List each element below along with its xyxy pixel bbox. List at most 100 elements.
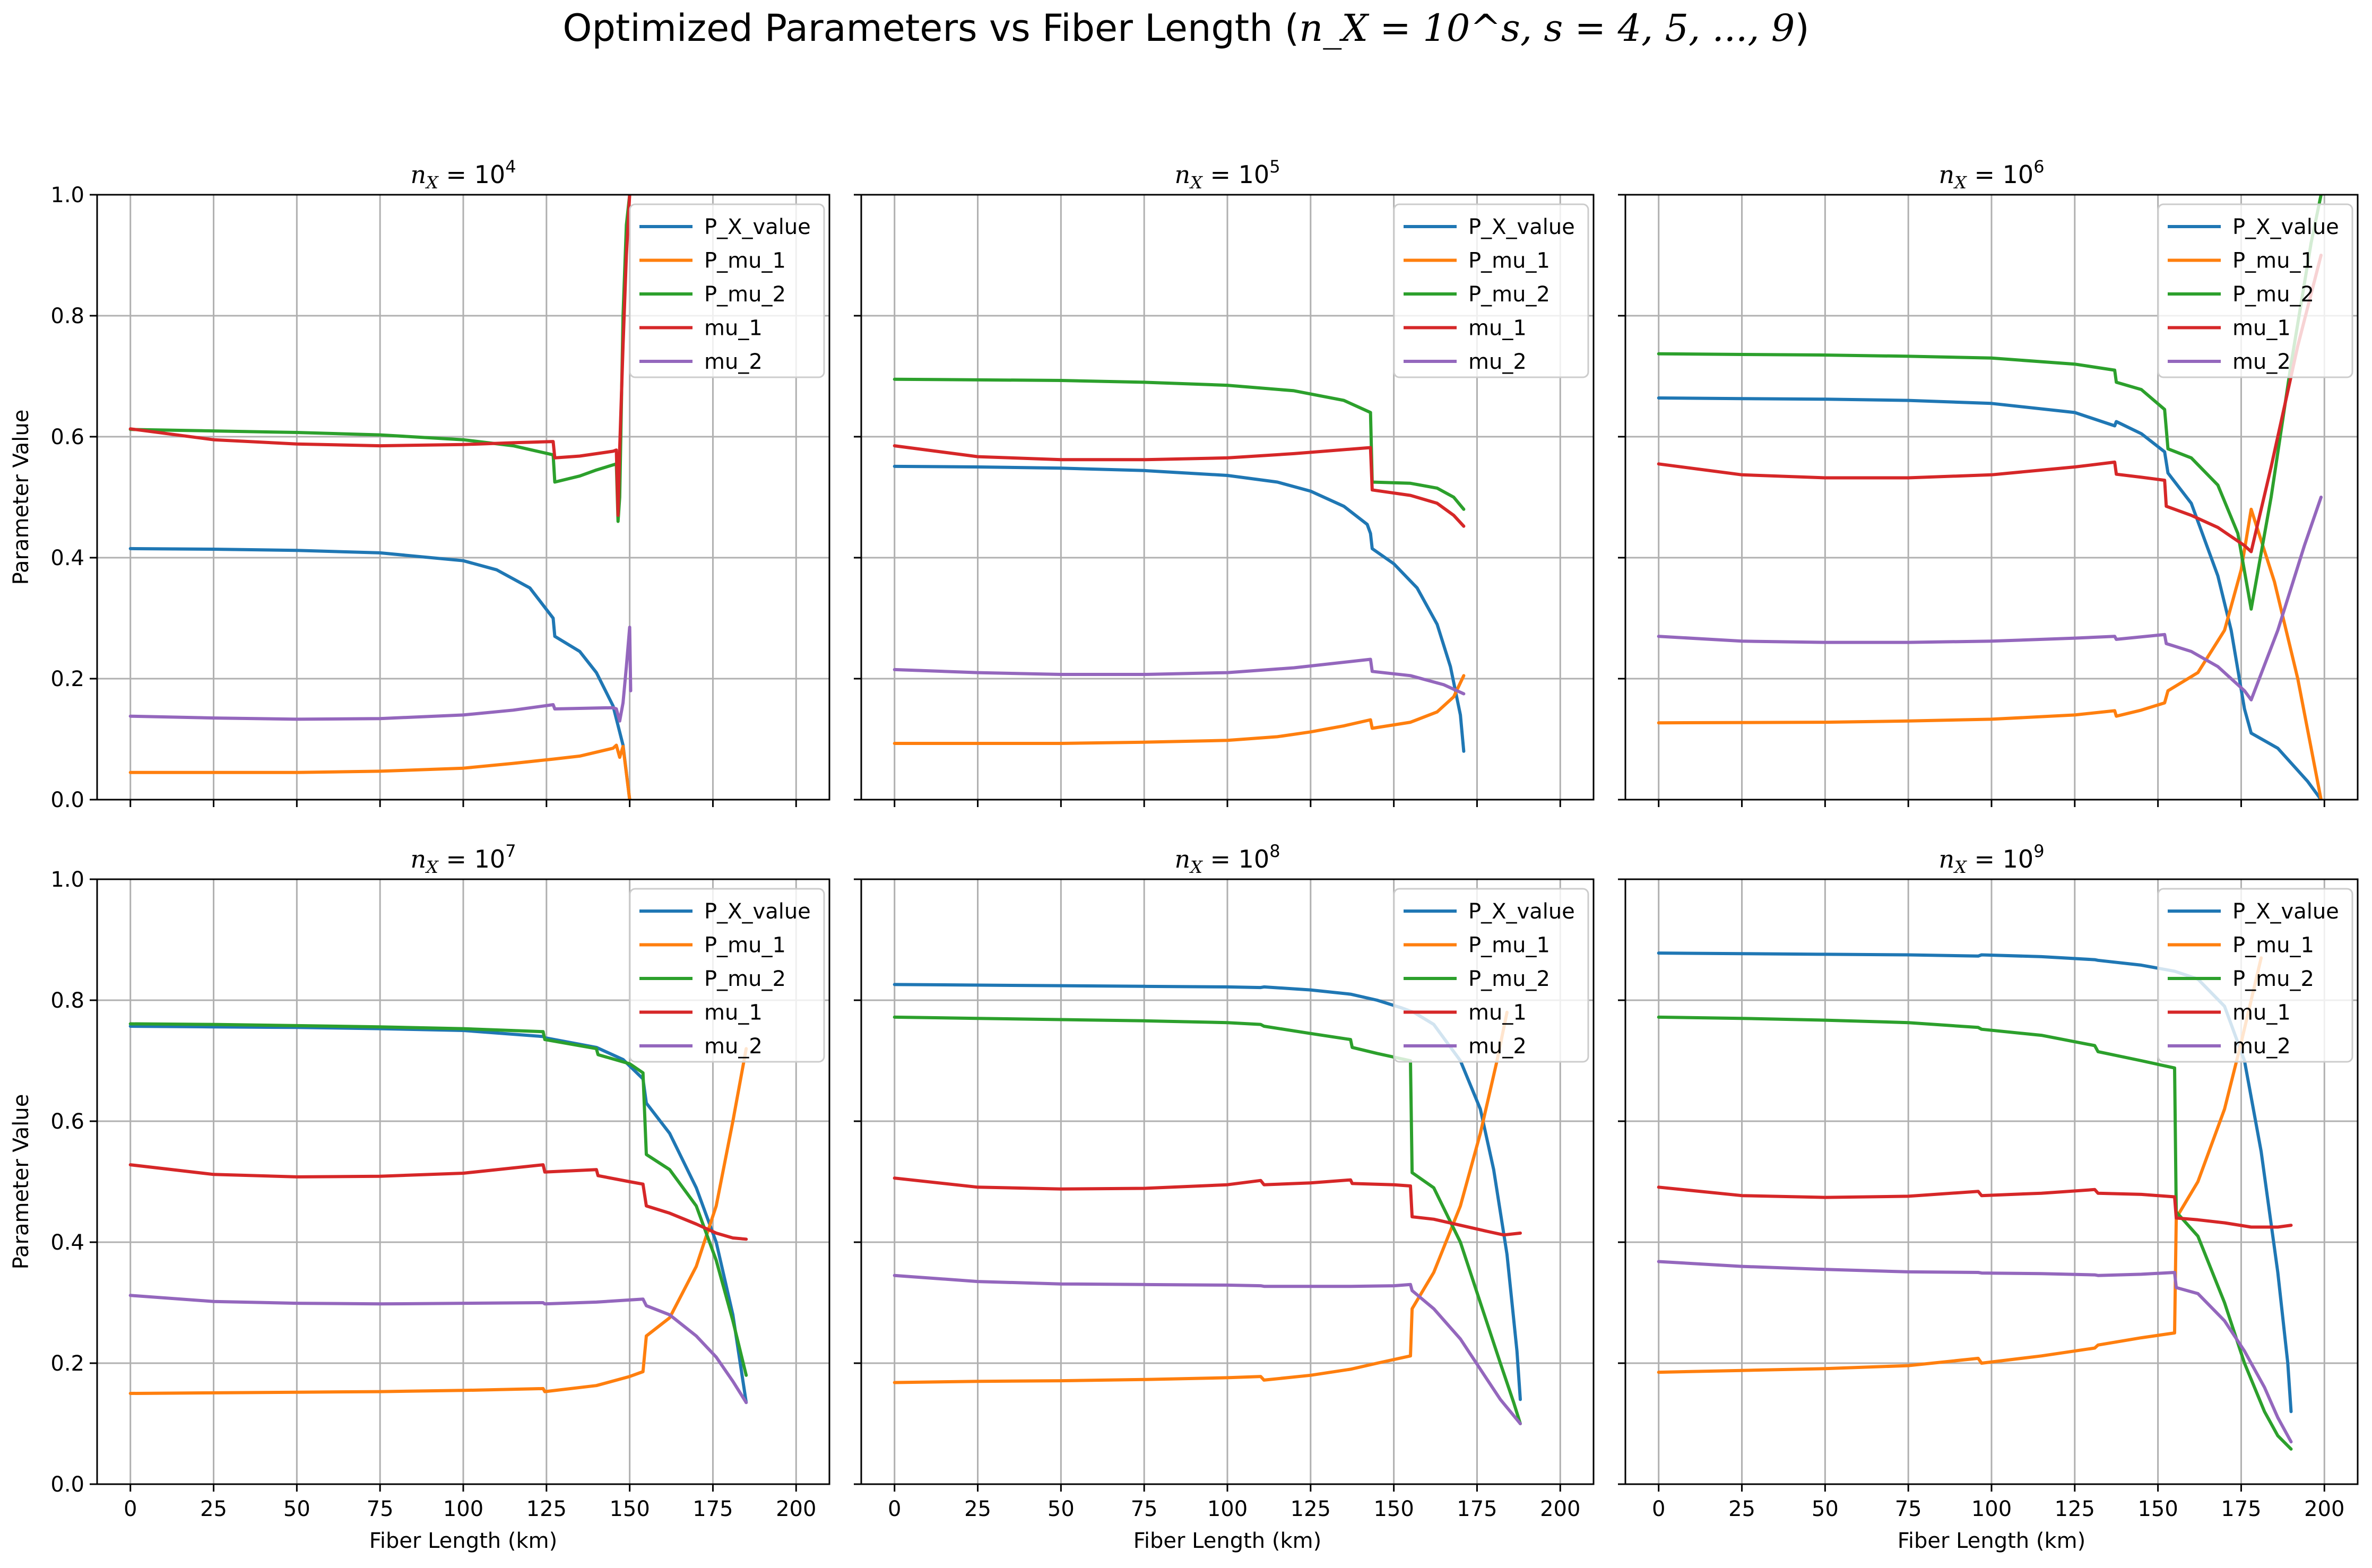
legend-label-p-mu-1: P_mu_1 (704, 933, 786, 958)
y-tick-label: 1.0 (50, 183, 84, 207)
legend-label-mu-2: mu_2 (1468, 350, 1527, 374)
legend-box (2157, 888, 2353, 1063)
y-tick-label: 0.8 (50, 989, 84, 1013)
legend-label-mu-2: mu_2 (704, 1034, 763, 1059)
figure-title-math: n_X = 10^s, s = 4, 5, ..., 9 (1299, 6, 1795, 50)
series-line-p-mu-2 (893, 1015, 1522, 1425)
x-tick-label: 175 (2221, 1497, 2261, 1521)
series-line-p-mu-2 (1657, 1015, 2293, 1451)
series-lines (893, 377, 1466, 753)
series-line-p-x-value (1657, 396, 2323, 800)
plot-frame (860, 194, 1595, 801)
figure-title-prefix: Optimized Parameters vs Fiber Length ( (562, 6, 1300, 50)
legend-label-p-mu-2: P_mu_2 (2232, 282, 2314, 307)
legend-label-p-mu-1: P_mu_1 (2232, 933, 2314, 958)
legend-label-mu-1: mu_1 (1468, 1001, 1527, 1025)
series-line-p-mu-2 (893, 377, 1466, 511)
plot-frame (96, 878, 830, 1485)
series-line-p-mu-1 (893, 674, 1466, 745)
subplot-title: nX = 107 (410, 841, 516, 877)
x-tick-label: 25 (964, 1497, 991, 1521)
series-line-p-mu-1 (1657, 507, 2323, 800)
legend-label-mu-1: mu_1 (2232, 316, 2291, 341)
x-tick-label: 50 (1048, 1497, 1075, 1521)
series-line-p-mu-1 (893, 1010, 1509, 1384)
x-tick-label: 100 (1971, 1497, 2012, 1521)
x-tick-label: 150 (1373, 1497, 1414, 1521)
y-tick-label: 0.0 (50, 788, 84, 812)
series-line-mu-1 (1657, 1185, 2293, 1229)
series-line-p-mu-1 (128, 743, 631, 800)
series-line-mu-1 (893, 444, 1466, 528)
x-axis-label: Fiber Length (km) (369, 1529, 557, 1553)
plot-frame (96, 194, 830, 801)
series-line-mu-1 (128, 1163, 748, 1241)
legend-label-mu-2: mu_2 (1468, 1034, 1527, 1059)
legend-label-p-x-value: P_X_value (2232, 215, 2339, 239)
legend-box (1393, 888, 1589, 1063)
series-line-mu-2 (893, 657, 1466, 696)
legend-label-mu-1: mu_1 (2232, 1001, 2291, 1025)
series-lines (1657, 195, 2323, 800)
subplot-3: nX = 106 P_X_value P_mu_1 P_mu_2 mu_1 mu_2 (1618, 157, 2359, 807)
y-tick-label: 0.4 (50, 1231, 84, 1255)
legend-label-p-x-value: P_X_value (704, 215, 811, 239)
x-tick-label: 200 (2304, 1497, 2344, 1521)
x-tick-label: 75 (1895, 1497, 1922, 1521)
series-lines (128, 195, 633, 800)
series-line-p-x-value (128, 1025, 748, 1405)
y-tick-label: 0.2 (50, 1352, 84, 1376)
subplot-title: nX = 105 (1174, 157, 1280, 193)
legend: P_X_value P_mu_1 P_mu_2 mu_1 mu_2 (629, 203, 825, 378)
legend-box (629, 203, 825, 378)
y-tick-label: 0.0 (50, 1472, 84, 1497)
subplot-4: 0 25 50 75 100 125 150 175 200 0.0 0.2 0.4 0.6 0.8 1.0… (9, 841, 830, 1553)
figure-title: Optimized Parameters vs Fiber Length (n_… (0, 6, 2372, 50)
subplot-6: 0 25 50 75 100 125 150 175 200 nX = 109 Fiber Leng… (1618, 841, 2359, 1553)
series-line-p-x-value (893, 464, 1466, 753)
x-tick-label: 200 (1540, 1497, 1580, 1521)
x-tick-label: 0 (1652, 1497, 1665, 1521)
subplot-2: nX = 105 P_X_value P_mu_1 P_mu_2 mu_1 mu_2 (854, 157, 1595, 807)
legend-label-p-x-value: P_X_value (1468, 215, 1575, 239)
x-tick-label: 125 (2055, 1497, 2095, 1521)
series-line-mu-2 (893, 1274, 1522, 1425)
x-axis-label: Fiber Length (km) (1133, 1529, 1321, 1553)
legend-label-p-mu-2: P_mu_2 (704, 967, 786, 991)
legend-label-mu-2: mu_2 (2232, 350, 2291, 374)
plot-frame (1624, 878, 2359, 1485)
y-axis-label: Parameter Value (9, 410, 33, 585)
legend-label-p-mu-2: P_mu_2 (704, 282, 786, 307)
subplot-5: 0 25 50 75 100 125 150 175 200 nX = 108 Fiber Leng… (854, 841, 1595, 1553)
series-line-mu-2 (1657, 1260, 2293, 1444)
subplot-title: nX = 108 (1174, 841, 1280, 877)
plot-frame (860, 878, 1595, 1485)
legend: P_X_value P_mu_1 P_mu_2 mu_1 mu_2 (2157, 203, 2353, 378)
legend-label-p-x-value: P_X_value (1468, 899, 1575, 924)
series-line-mu-2 (128, 1294, 748, 1405)
x-tick-label: 100 (1207, 1497, 1248, 1521)
legend-label-mu-2: mu_2 (704, 350, 763, 374)
subplot-title: nX = 104 (410, 157, 516, 193)
series-lines (893, 983, 1522, 1425)
x-tick-label: 125 (1291, 1497, 1331, 1521)
x-tick-label: 25 (1728, 1497, 1755, 1521)
series-line-p-mu-2 (1657, 195, 2323, 611)
legend-label-p-mu-2: P_mu_2 (1468, 967, 1550, 991)
figure-title-suffix: ) (1795, 6, 1810, 50)
subplot-title: nX = 106 (1938, 157, 2044, 193)
legend-label-p-mu-2: P_mu_2 (1468, 282, 1550, 307)
legend: P_X_value P_mu_1 P_mu_2 mu_1 mu_2 (2157, 888, 2353, 1063)
legend-label-p-mu-1: P_mu_1 (704, 249, 786, 273)
x-tick-label: 150 (609, 1497, 650, 1521)
y-axis-label: Parameter Value (9, 1094, 33, 1270)
series-line-mu-1 (893, 1176, 1522, 1237)
x-tick-label: 175 (1457, 1497, 1497, 1521)
x-tick-label: 0 (888, 1497, 901, 1521)
legend-label-p-x-value: P_X_value (2232, 899, 2339, 924)
legend-label-mu-1: mu_1 (704, 1001, 763, 1025)
legend-label-p-x-value: P_X_value (704, 899, 811, 924)
y-tick-label: 0.2 (50, 667, 84, 691)
legend-label-mu-1: mu_1 (704, 316, 763, 341)
